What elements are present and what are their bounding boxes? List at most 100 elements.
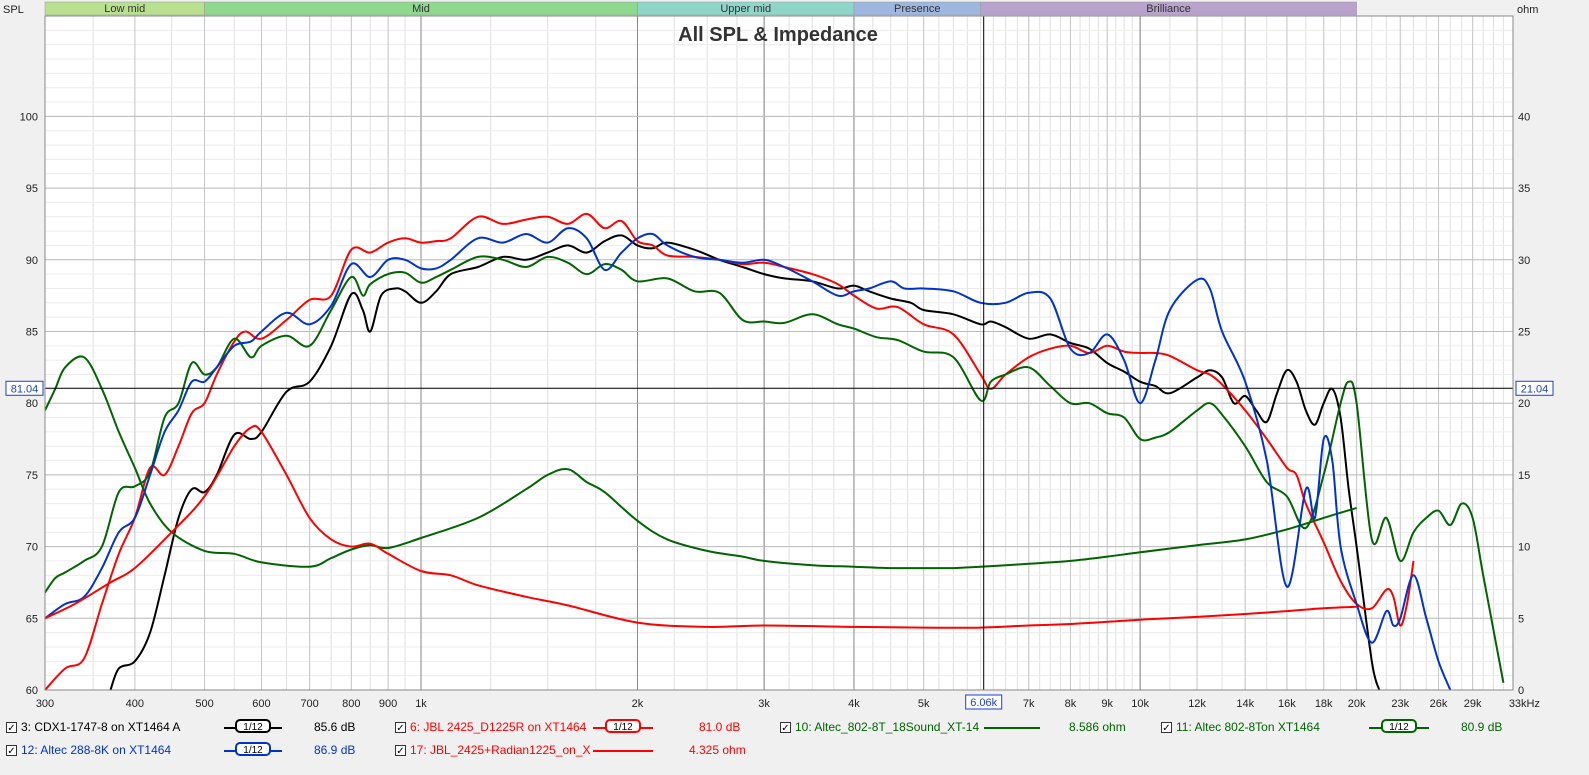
series-lines (45, 212, 1505, 690)
x-tick-label-2: 500 (195, 698, 213, 710)
value-s11: 80.9 dB (1461, 720, 1503, 734)
y-left-tick-label-3: 75 (26, 470, 38, 482)
legend-item-s12[interactable]: ✓ 12: Altec 288-8K on XT1464 1/12 86.9 d… (6, 740, 355, 760)
cursor-y-right-readout-box (1515, 380, 1554, 396)
legend-label-s6: 6: JBL 2425_D1225R on XT1464 (410, 720, 587, 734)
series-line-s17 (45, 424, 1357, 629)
x-tick-label-16: 12k (1188, 698, 1206, 710)
cursor[interactable]: 6.06k 81.04 21.04 (5, 16, 1554, 710)
x-tick-label-8: 2k (632, 698, 644, 710)
smoothing-s3[interactable]: 1/12 (235, 719, 271, 733)
x-tick-label-18: 16k (1278, 698, 1296, 710)
legend-item-s11[interactable]: ✓ 11: Altec 802-8Ton XT1464 1/12 80.9 dB (1161, 717, 1502, 737)
plot-background (45, 16, 1513, 690)
value-s3: 85.6 dB (314, 720, 356, 734)
y-axis-right-label: ohm (1517, 4, 1538, 16)
legend-label-s11: 11: Altec 802-8Ton XT1464 (1176, 720, 1320, 734)
x-tick-label-5: 800 (342, 698, 360, 710)
swatch-s17 (593, 750, 653, 752)
y-left-tick-label-4: 80 (26, 398, 38, 410)
x-tick-label-4: 700 (300, 698, 318, 710)
x-tick-label-19: 18k (1315, 698, 1333, 710)
legend-item-s6[interactable]: ✓ 6: JBL 2425_D1225R on XT1464 1/12 81.0… (395, 717, 740, 737)
x-tick-label-11: 5k (918, 698, 930, 710)
x-tick-label-23: 29k (1464, 698, 1482, 710)
x-tick-label-20: 20k (1348, 698, 1366, 710)
x-tick-label-24: 33kHz (1509, 698, 1540, 710)
legend-label-s17: 17: JBL_2425+Radian1225_on_X (410, 743, 591, 757)
swatch-s10 (984, 727, 1040, 729)
checkbox-s12[interactable]: ✓ (6, 744, 17, 757)
legend-label-s10: 10: Altec_802-8T_18Sound_XT-14 (795, 720, 980, 734)
cursor-x-readout: 6.06k (970, 697, 997, 709)
chart-title: All SPL & Impedance (678, 24, 878, 46)
series-line-s10 (45, 355, 1357, 570)
plot-frame (44, 15, 1514, 691)
band-label-0: Low mid (104, 3, 145, 15)
y-right-tick-label-1: 5 (1518, 613, 1524, 625)
series-line-s11 (45, 255, 1505, 683)
band-label-3: Presence (894, 3, 940, 15)
y-left-tick-label-7: 95 (26, 183, 38, 195)
value-s12: 86.9 dB (314, 743, 356, 757)
y-left-tick-label-2: 70 (26, 542, 38, 554)
y-axis-left-label: SPL (3, 4, 24, 16)
y-right-tick-label-4: 20 (1518, 398, 1530, 410)
smoothing-s11[interactable]: 1/12 (1381, 719, 1417, 733)
y-right-tick-label-3: 15 (1518, 470, 1530, 482)
legend-item-s10[interactable]: ✓ 10: Altec_802-8T_18Sound_XT-14 8.586 o… (780, 717, 1126, 737)
x-tick-label-13: 8k (1065, 698, 1077, 710)
x-tick-label-17: 14k (1236, 698, 1254, 710)
y-right-tick-label-0: 0 (1518, 685, 1524, 697)
cursor-y-right-readout: 21.04 (1521, 383, 1549, 395)
x-tick-label-1: 400 (126, 698, 144, 710)
y-left-tick-label-8: 100 (20, 111, 38, 123)
x-tick-label-3: 600 (252, 698, 270, 710)
x-tick-label-9: 3k (758, 698, 770, 710)
x-tick-label-12: 7k (1023, 698, 1035, 710)
value-s6: 81.0 dB (699, 720, 741, 734)
legend-item-s3[interactable]: ✓ 3: CDX1-1747-8 on XT1464 A 1/12 85.6 d… (6, 717, 355, 737)
x-tick-label-22: 26k (1430, 698, 1448, 710)
series-line-s3 (109, 234, 1381, 690)
series-line-s6 (45, 212, 1415, 690)
spl-impedance-chart: Low mid Mid Upper mid Presence Brilliance 30… (3, 1, 1554, 710)
y-right-tick-label-6: 30 (1518, 255, 1530, 267)
cursor-x-readout-box (965, 694, 1003, 710)
y-left-tick-label-6: 90 (26, 255, 38, 267)
y-left-tick-label-0: 60 (26, 685, 38, 697)
y-right-tick-label-8: 40 (1518, 111, 1530, 123)
band-label-2: Upper mid (720, 3, 771, 15)
x-tick-label-10: 4k (848, 698, 860, 710)
band-label-1: Mid (412, 3, 430, 15)
smoothing-s6[interactable]: 1/12 (605, 719, 641, 733)
y-right-tick-label-2: 10 (1518, 542, 1530, 554)
legend-item-s17[interactable]: ✓ 17: JBL_2425+Radian1225_on_X 4.325 ohm (395, 740, 746, 760)
checkbox-s17[interactable]: ✓ (395, 744, 406, 757)
checkbox-s10[interactable]: ✓ (780, 721, 791, 734)
frequency-bands: Low mid Mid Upper mid Presence Brilliance (44, 1, 1357, 16)
checkbox-s11[interactable]: ✓ (1161, 721, 1172, 734)
legend: ✓ 3: CDX1-1747-8 on XT1464 A 1/12 85.6 d… (0, 714, 1589, 775)
value-s17: 4.325 ohm (689, 743, 746, 757)
checkbox-s6[interactable]: ✓ (395, 721, 406, 734)
y-left-tick-label-5: 85 (26, 326, 38, 338)
y-right-tick-label-5: 25 (1518, 326, 1530, 338)
x-tick-label-7: 1k (415, 698, 427, 710)
x-tick-label-21: 23k (1391, 698, 1409, 710)
axis-ticks: 300 400 500 600 700 800 900 1k 2k 3k 4k 5k 7k 8k 9k 10k… (20, 111, 1540, 710)
legend-label-s12: 12: Altec 288-8K on XT1464 (21, 743, 172, 757)
band-label-4: Brilliance (1146, 3, 1191, 15)
y-right-tick-label-7: 35 (1518, 183, 1530, 195)
cursor-y-left-readout-box (5, 380, 44, 396)
band-4 (980, 1, 1357, 16)
checkbox-s3[interactable]: ✓ (6, 721, 17, 734)
x-tick-label-15: 10k (1131, 698, 1149, 710)
x-tick-label-0: 300 (36, 698, 54, 710)
x-tick-label-14: 9k (1101, 698, 1113, 710)
value-s10: 8.586 ohm (1069, 720, 1126, 734)
cursor-y-left-readout: 81.04 (11, 383, 39, 395)
series-line-s12 (45, 227, 1452, 690)
smoothing-s12[interactable]: 1/12 (235, 742, 271, 756)
x-tick-label-6: 900 (379, 698, 397, 710)
